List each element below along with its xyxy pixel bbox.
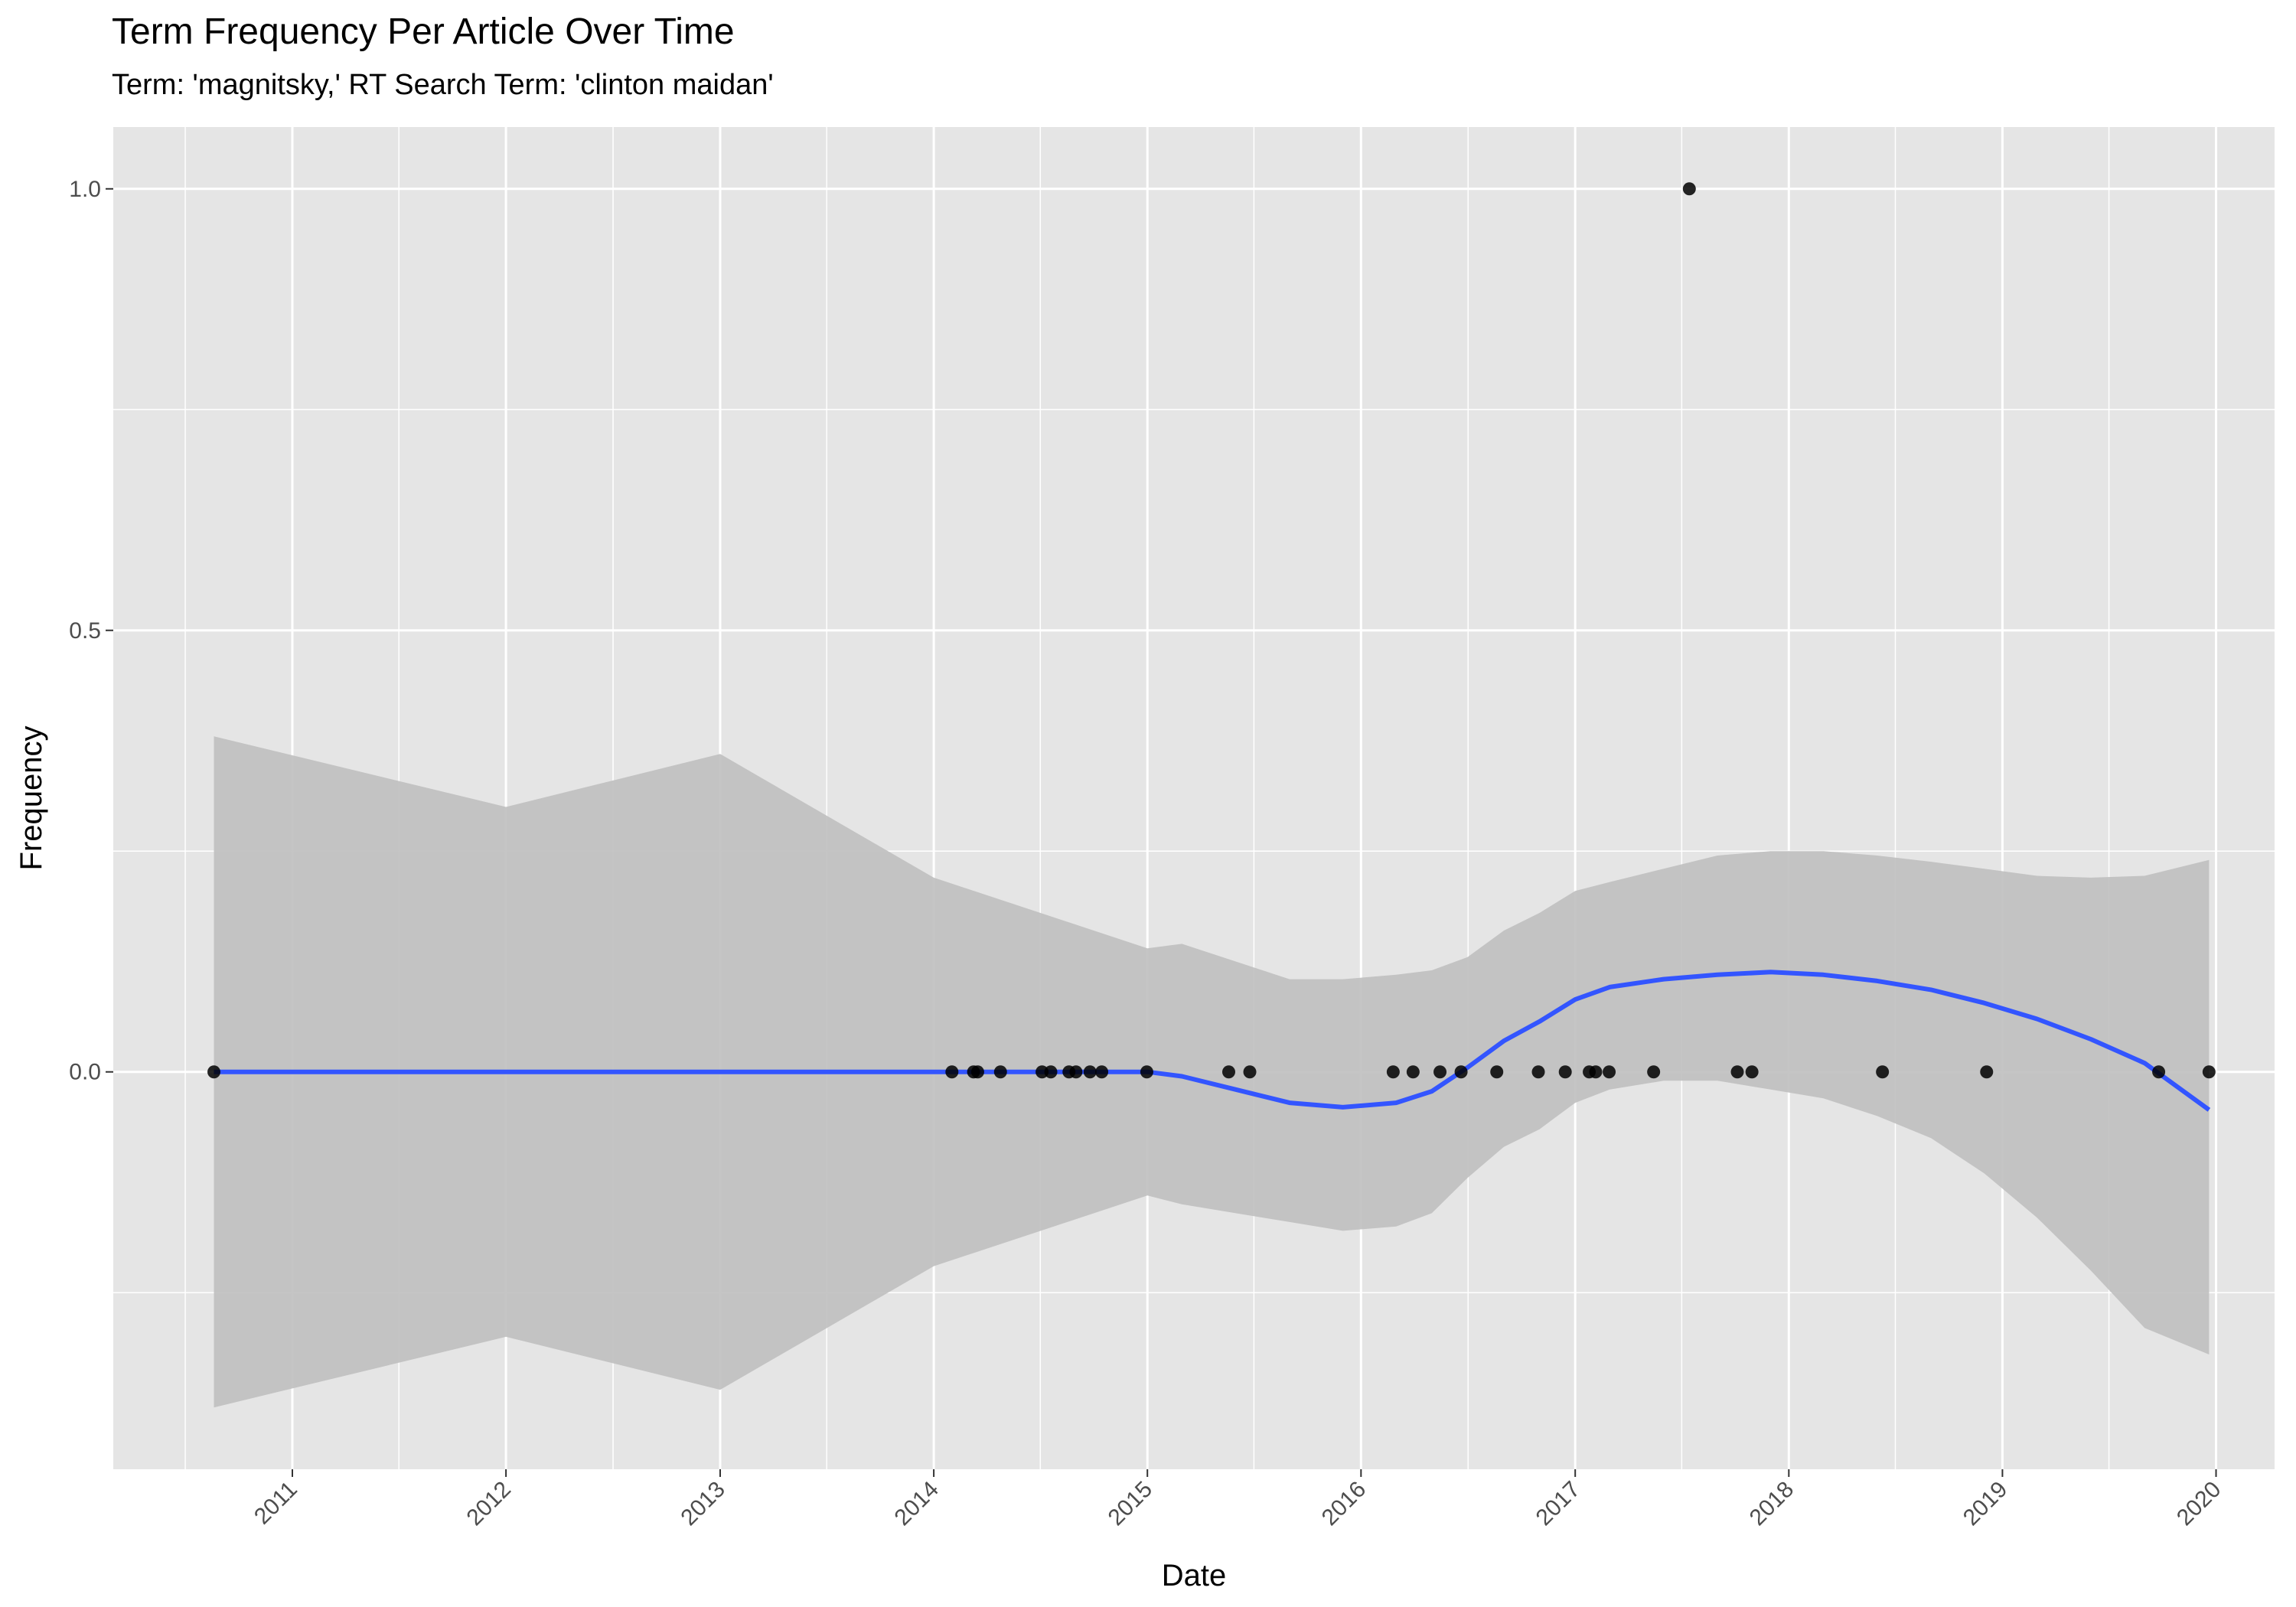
y-tick-label: 0.0 (69, 1060, 101, 1085)
data-point (1730, 1065, 1744, 1079)
data-point (1433, 1065, 1447, 1079)
data-point (970, 1065, 984, 1079)
data-points (207, 182, 2216, 1079)
data-point (1044, 1065, 1058, 1079)
x-tick-label: 2016 (1317, 1477, 1371, 1531)
data-point (1745, 1065, 1759, 1079)
chart-title: Term Frequency Per Article Over Time (112, 11, 735, 52)
x-tick-label: 2019 (1958, 1477, 2013, 1531)
data-point (1589, 1065, 1603, 1079)
data-point (1558, 1065, 1572, 1079)
x-tick-label: 2013 (676, 1477, 730, 1531)
x-tick-label: 2018 (1745, 1477, 1799, 1531)
data-point (1876, 1065, 1890, 1079)
y-tick-label: 1.0 (69, 177, 101, 202)
data-point (1490, 1065, 1504, 1079)
data-point (2202, 1065, 2216, 1079)
data-point (1140, 1065, 1153, 1079)
x-tick-label: 2020 (2172, 1477, 2226, 1531)
data-point (1531, 1065, 1545, 1079)
y-axis-title: Frequency (15, 726, 48, 871)
data-point (2152, 1065, 2166, 1079)
x-tick-label: 2011 (249, 1477, 302, 1530)
data-point (993, 1065, 1007, 1079)
confidence-band (214, 736, 2210, 1408)
x-axis-title: Date (1162, 1559, 1227, 1592)
x-tick-label: 2017 (1531, 1477, 1586, 1531)
data-point (1647, 1065, 1661, 1079)
data-point (1069, 1065, 1083, 1079)
data-point (1083, 1065, 1097, 1079)
y-axis: 0.0 0.5 1.0 (69, 177, 113, 1085)
smooth-trend-line (214, 970, 2211, 1112)
x-tick-label: 2012 (462, 1477, 517, 1531)
x-axis: 2011 2012 2013 2014 2015 2016 2017 2018 2019 2020 (249, 1469, 2226, 1531)
x-tick-label: 2014 (890, 1477, 944, 1531)
y-tick-label: 0.5 (69, 618, 101, 644)
x-tick-label: 2015 (1104, 1477, 1158, 1531)
data-point (1095, 1065, 1109, 1079)
data-point (1603, 1065, 1616, 1079)
data-point (1454, 1065, 1468, 1079)
data-point (207, 1065, 221, 1079)
data-point (945, 1065, 959, 1079)
data-point (1682, 182, 1696, 196)
data-point (1406, 1065, 1420, 1079)
data-point (1221, 1065, 1235, 1079)
chart-subtitle: Term: 'magnitsky,' RT Search Term: 'clin… (112, 69, 774, 101)
data-point (1386, 1065, 1400, 1079)
data-point (1243, 1065, 1257, 1079)
data-point (1980, 1065, 1994, 1079)
